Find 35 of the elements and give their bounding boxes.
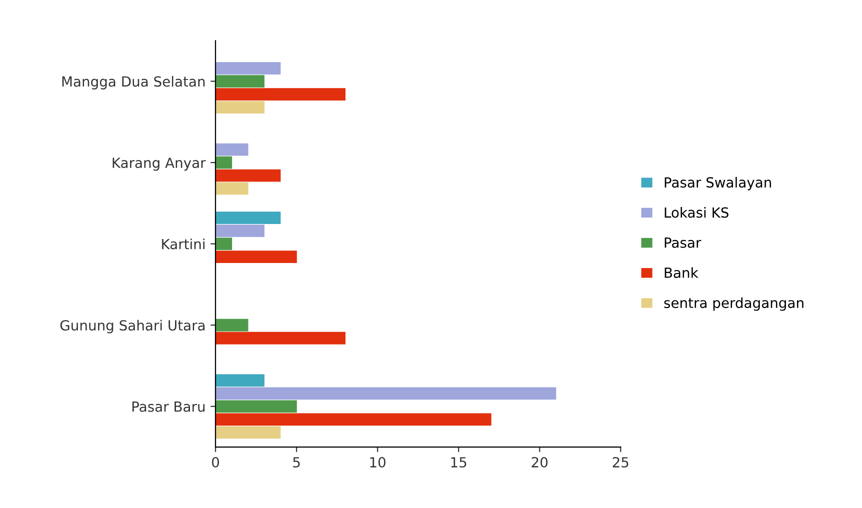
bar [216, 212, 281, 224]
bar [216, 400, 297, 413]
bar [216, 238, 232, 250]
bar [216, 332, 346, 344]
y-tick-label: Gunung Sahari Utara [60, 320, 205, 334]
y-tick-label: Pasar Baru [132, 402, 205, 412]
bar [216, 250, 297, 264]
bar [216, 387, 556, 400]
bar [216, 143, 248, 156]
bar [216, 156, 232, 169]
legend-label: sentra perdagangan [664, 297, 804, 311]
bar [216, 426, 281, 439]
bar [216, 413, 492, 426]
legend-label: Lokasi KS [664, 207, 728, 218]
legend-label: Pasar [664, 238, 702, 248]
x-tick-label: 10 [370, 457, 386, 468]
legend-label: Bank [664, 267, 698, 278]
x-tick-label: 15 [451, 457, 466, 468]
y-tick-label: Kartini [162, 238, 204, 250]
bar [216, 318, 248, 332]
bar [216, 169, 281, 182]
bar [216, 224, 264, 238]
bar [216, 88, 346, 100]
bar [216, 62, 281, 74]
y-tick-label: Karang Anyar [112, 158, 206, 171]
x-tick-label: 5 [293, 457, 300, 468]
bar [216, 75, 264, 88]
bar [216, 182, 248, 195]
bar [216, 374, 264, 387]
y-tick-label: Mangga Dua Selatan [62, 76, 205, 90]
legend-label: Pasar Swalayan [664, 176, 772, 190]
x-tick-label: 25 [612, 457, 628, 468]
x-tick-label: 0 [212, 457, 219, 468]
x-tick-label: 20 [532, 457, 548, 468]
bar [216, 101, 264, 114]
